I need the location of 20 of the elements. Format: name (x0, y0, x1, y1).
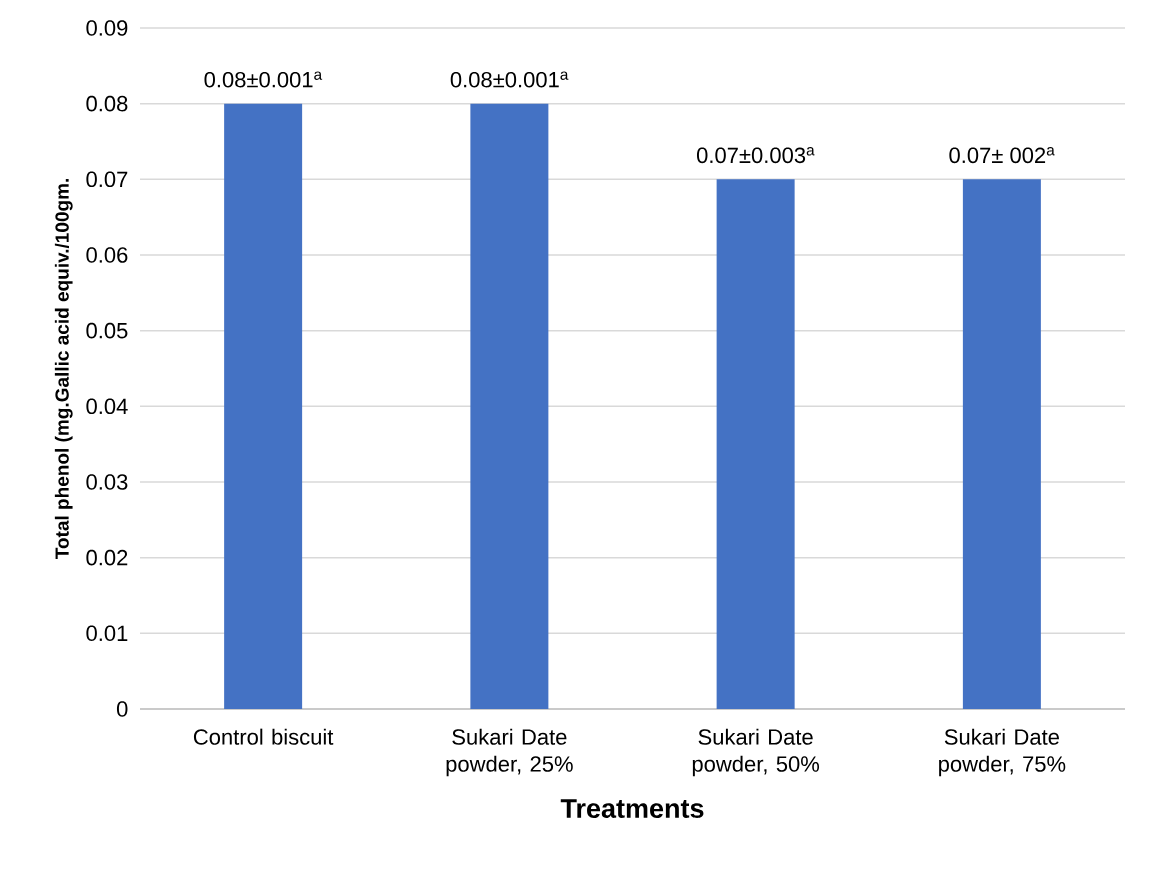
data-label: 0.08±0.001$^{a}$ (204, 71, 323, 88)
y-tick-label: 0.02 (86, 549, 128, 566)
data-label: 0.07±0.003$^{a}$ (696, 147, 815, 164)
y-tick-label: 0.01 (86, 625, 128, 642)
x-tick-label: Sukari Date powder, 50% (692, 728, 820, 777)
y-tick-label: 0.07 (86, 171, 128, 188)
y-axis-title: Total phenol (mg.Gallic acid equiv./100gm. (54, 179, 73, 560)
x-tick-label: Control biscuit (193, 728, 334, 745)
data-label: 0.08±0.001$^{a}$ (450, 71, 569, 88)
y-tick-label: 0 (116, 701, 128, 717)
y-tick-label: 0.06 (86, 247, 128, 263)
y-tick-label: 0.04 (86, 398, 128, 415)
y-tick-label: 0.03 (86, 474, 128, 490)
y-tick-label: 0.05 (86, 322, 128, 339)
x-axis-title: Treatments (560, 799, 704, 818)
x-tick-label: Sukari Date powder, 75% (939, 728, 1066, 777)
y-tick-label: 0.08 (86, 95, 128, 112)
x-tick-label: Sukari Date powder, 25% (446, 728, 573, 777)
y-tick-label: 0.09 (86, 20, 128, 36)
data-label: 0.07± 002$^{a}$ (949, 147, 1055, 164)
